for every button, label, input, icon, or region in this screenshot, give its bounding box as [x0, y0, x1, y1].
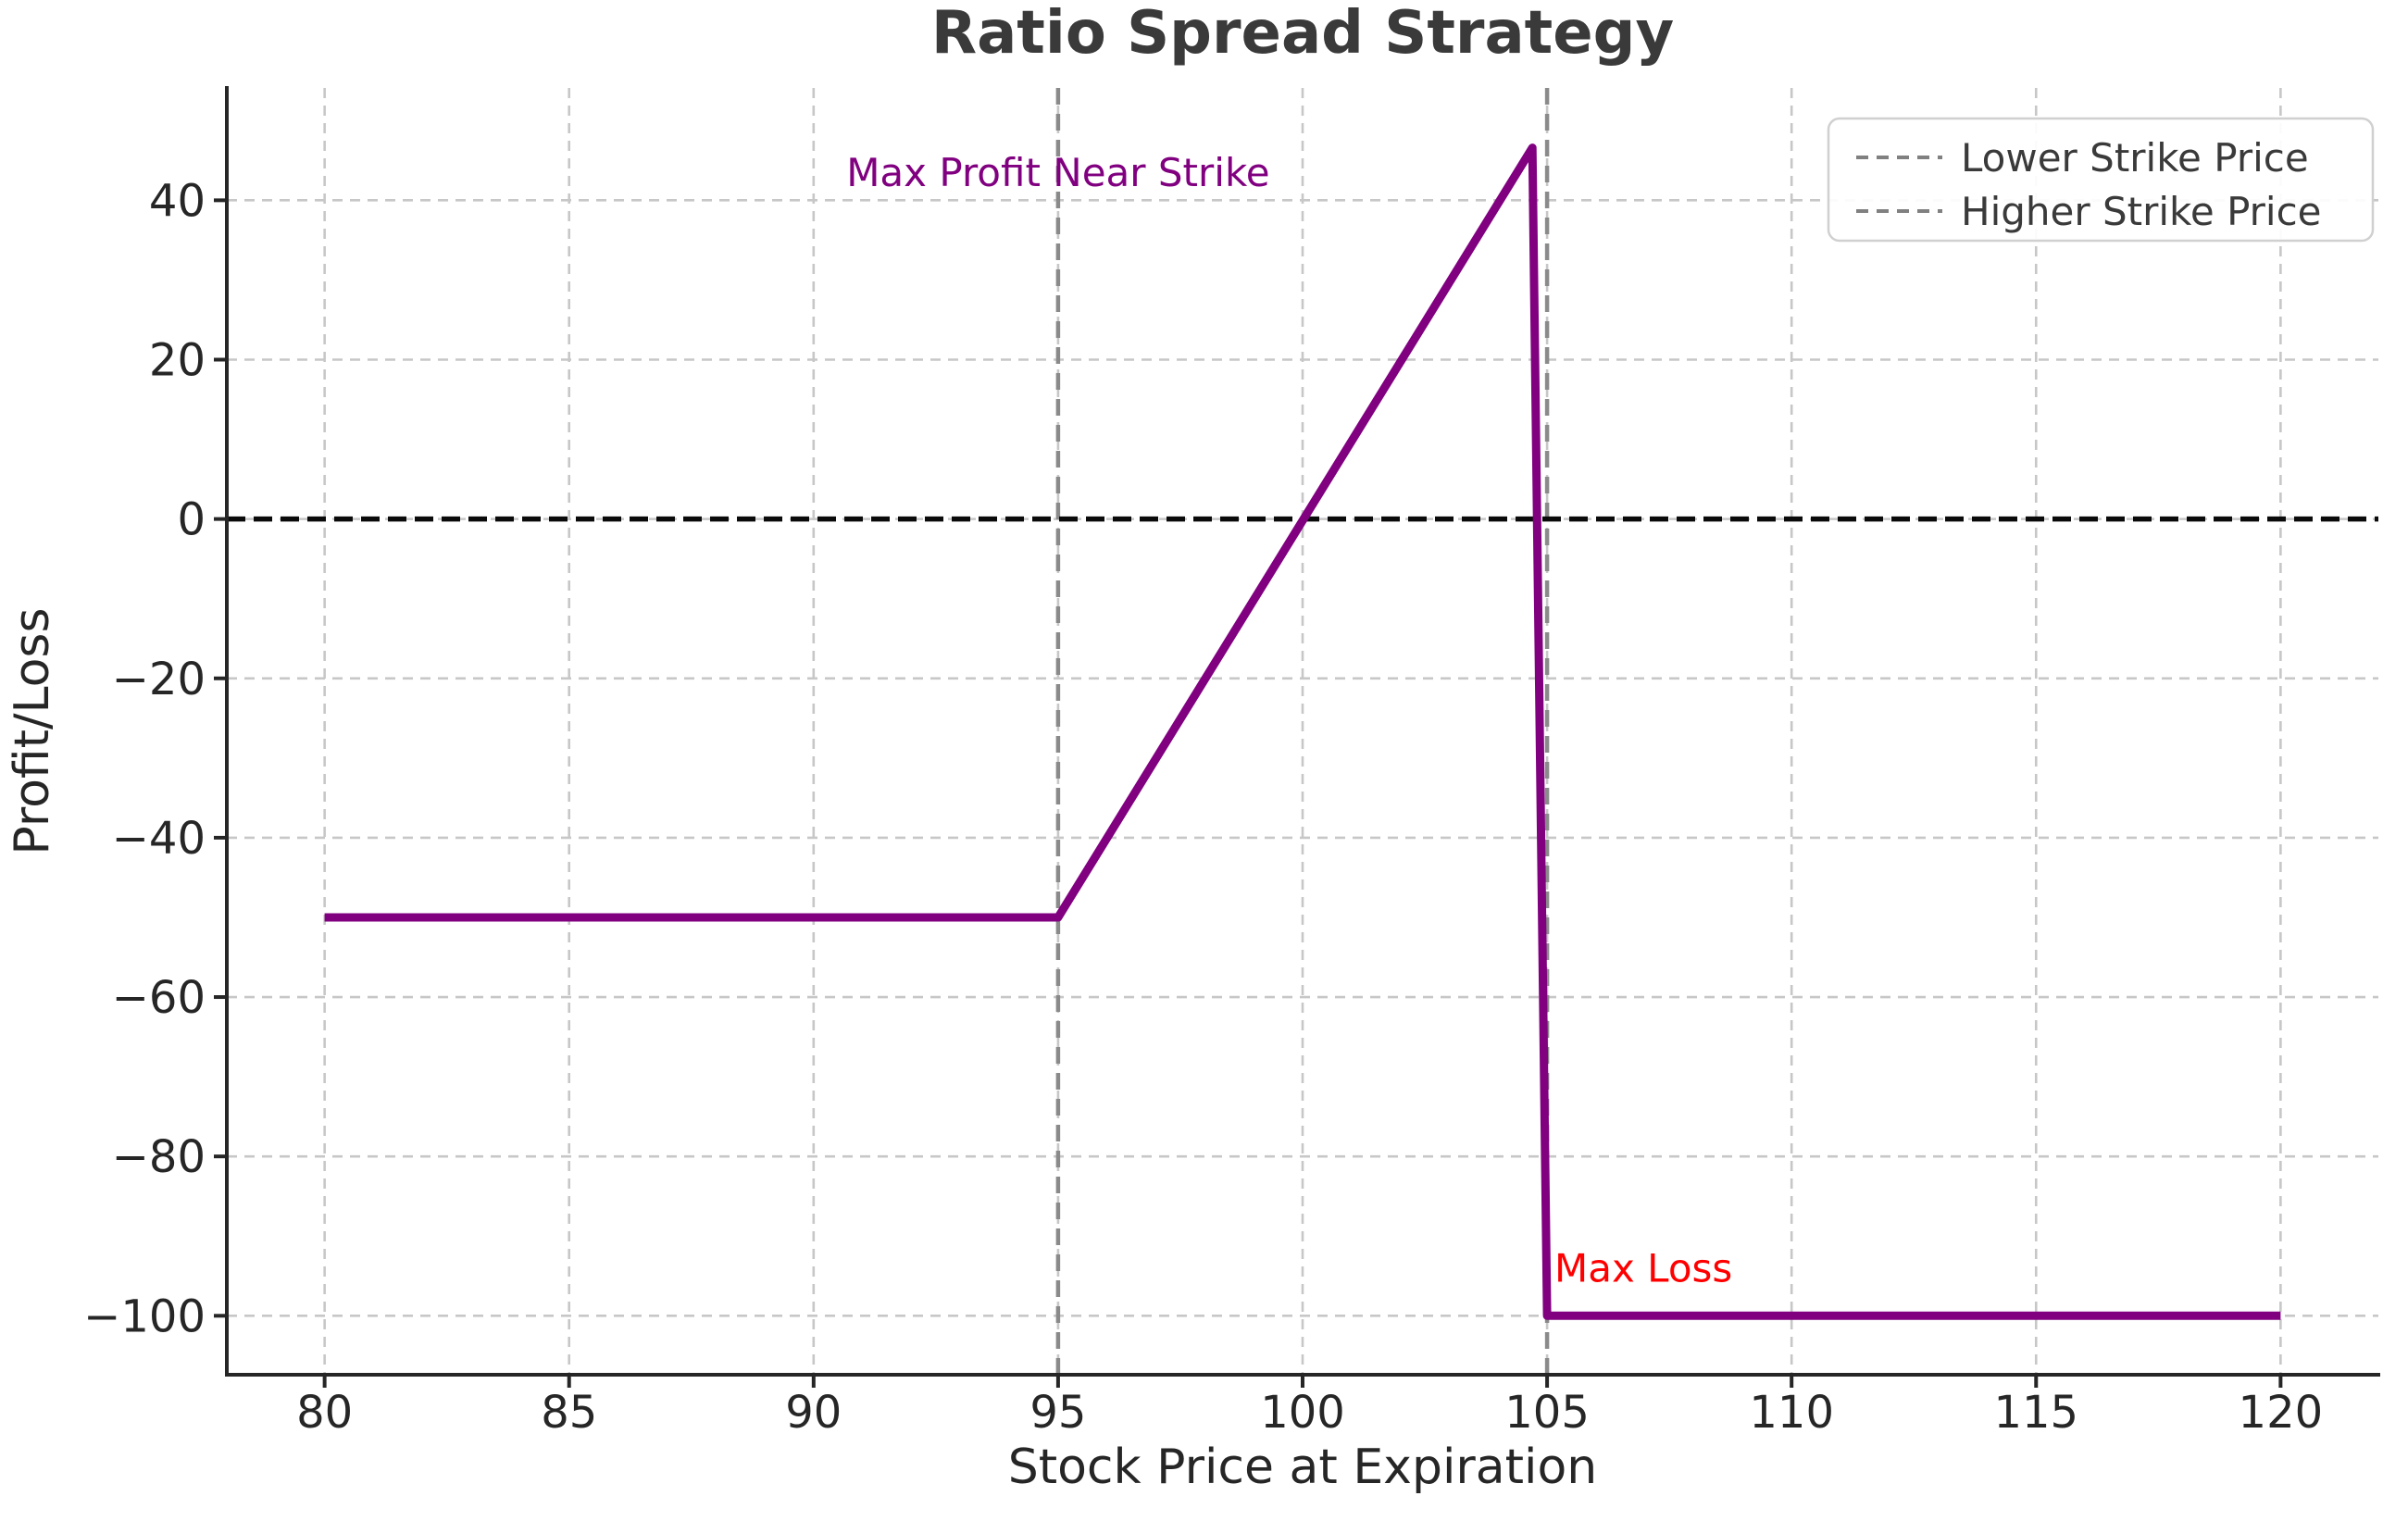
payoff-line — [324, 143, 2281, 1320]
legend-label-higher-strike: Higher Strike Price — [1961, 189, 2322, 234]
x-tick-label: 80 — [296, 1387, 353, 1439]
x-tick-label: 100 — [1260, 1387, 1345, 1439]
y-tick-label: −60 — [112, 972, 206, 1024]
y-tick-label: −20 — [112, 654, 206, 705]
x-tick-label: 105 — [1504, 1387, 1590, 1439]
payoff-line-group — [324, 143, 2281, 1320]
legend-label-lower-strike: Lower Strike Price — [1961, 135, 2309, 181]
y-tick-label: −100 — [83, 1290, 206, 1342]
legend: Lower Strike Price Higher Strike Price — [1827, 117, 2375, 243]
x-tick-label: 85 — [541, 1387, 597, 1439]
y-tick-label: 40 — [149, 175, 206, 227]
y-tick-label: 20 — [149, 334, 206, 386]
gridlines — [227, 88, 2378, 1375]
y-axis-label: Profit/Loss — [5, 607, 60, 854]
legend-box — [1827, 117, 2375, 243]
y-tick-label: 0 — [177, 494, 206, 546]
legend-item-lower-strike: Lower Strike Price — [1856, 135, 2309, 181]
chart-title: Ratio Spread Strategy — [931, 0, 1674, 68]
x-tick-label: 90 — [785, 1387, 842, 1439]
tick-labels: 80 85 90 95 100 105 110 115 120 40 20 0 −20 −40 −60 −80… — [83, 175, 2323, 1439]
x-tick-label: 120 — [2239, 1387, 2324, 1439]
y-tick-label: −80 — [112, 1131, 206, 1183]
annotation-max-profit: Max Profit Near Strike — [846, 150, 1269, 195]
x-tick-label: 95 — [1029, 1387, 1086, 1439]
axes-spines-and-ticks — [214, 86, 2380, 1388]
x-tick-label: 110 — [1749, 1387, 1834, 1439]
y-tick-label: −40 — [112, 813, 206, 865]
x-axis-label: Stock Price at Expiration — [1008, 1440, 1598, 1495]
legend-item-higher-strike: Higher Strike Price — [1856, 189, 2322, 234]
x-tick-label: 115 — [1993, 1387, 2078, 1439]
annotation-max-loss: Max Loss — [1554, 1246, 1732, 1291]
